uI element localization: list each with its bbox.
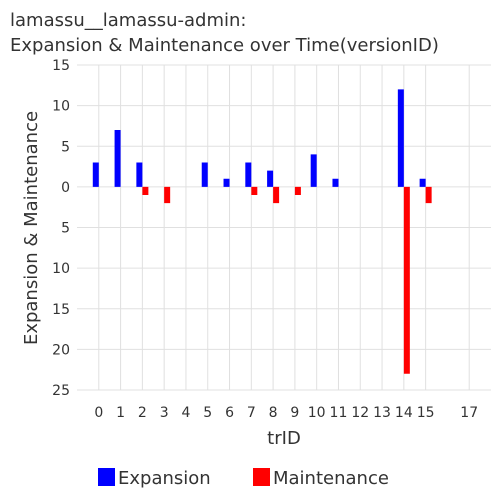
bars bbox=[92, 89, 432, 374]
x-tick-label: 6 bbox=[225, 405, 234, 421]
y-tick-label: 5 bbox=[61, 221, 70, 237]
chart-title: lamassu__lamassu-admin: Expansion & Main… bbox=[10, 8, 490, 58]
legend-label-expansion: Expansion bbox=[118, 468, 211, 489]
bar-expansion bbox=[223, 178, 230, 187]
x-tick-label: 17 bbox=[460, 405, 478, 421]
x-tick-label: 8 bbox=[269, 405, 278, 421]
x-tick-label: 4 bbox=[181, 405, 190, 421]
bar-maintenance bbox=[273, 186, 280, 204]
x-tick-label: 0 bbox=[94, 405, 103, 421]
bar-expansion bbox=[245, 162, 252, 187]
bar-expansion bbox=[92, 162, 99, 187]
bar-expansion bbox=[397, 89, 404, 187]
x-tick-label: 5 bbox=[203, 405, 212, 421]
bar-maintenance bbox=[425, 186, 432, 204]
bar-expansion bbox=[419, 178, 426, 187]
x-tick-label: 12 bbox=[351, 405, 369, 421]
x-tick-label: 3 bbox=[160, 405, 169, 421]
y-tick-label: 25 bbox=[52, 383, 70, 399]
x-tick-label: 11 bbox=[330, 405, 348, 421]
x-tick-label: 7 bbox=[247, 405, 256, 421]
x-tick-label: 9 bbox=[290, 405, 299, 421]
bar-expansion bbox=[267, 170, 274, 187]
y-tick-label: 15 bbox=[52, 58, 70, 74]
chart-title-line-2: Expansion & Maintenance over Time(versio… bbox=[10, 35, 439, 56]
bar-maintenance bbox=[403, 186, 410, 374]
x-axis-ticks: 0 1 2 3 4 5 6 7 8 9 10 11 12 13 14 15 17 bbox=[94, 405, 478, 421]
bar-maintenance bbox=[251, 186, 258, 195]
x-tick-label: 2 bbox=[138, 405, 147, 421]
x-tick-label: 14 bbox=[395, 405, 413, 421]
bar-maintenance bbox=[294, 186, 301, 195]
x-axis-title: trID bbox=[267, 428, 301, 449]
legend-label-maintenance: Maintenance bbox=[273, 468, 389, 489]
bar-maintenance bbox=[142, 186, 149, 195]
y-tick-label: 10 bbox=[52, 261, 70, 277]
bar-expansion bbox=[310, 154, 317, 187]
legend: Expansion Maintenance bbox=[98, 468, 389, 489]
x-tick-label: 1 bbox=[116, 405, 125, 421]
grid bbox=[77, 64, 491, 391]
bar-expansion bbox=[136, 162, 143, 187]
bar-expansion bbox=[201, 162, 208, 187]
legend-swatch-maintenance bbox=[253, 468, 270, 486]
x-tick-label: 13 bbox=[373, 405, 391, 421]
y-tick-label: 10 bbox=[52, 99, 70, 115]
bar-expansion bbox=[114, 130, 121, 187]
y-tick-label: 20 bbox=[52, 342, 70, 358]
chart-title-line-1: lamassu__lamassu-admin: bbox=[10, 10, 247, 31]
legend-swatch-expansion bbox=[98, 468, 115, 486]
x-tick-label: 15 bbox=[417, 405, 435, 421]
y-tick-label: 5 bbox=[61, 139, 70, 155]
x-tick-label: 10 bbox=[308, 405, 326, 421]
y-axis-ticks: 15 10 5 0 5 10 15 20 25 bbox=[52, 58, 70, 399]
bar-expansion bbox=[332, 178, 339, 187]
y-tick-label: 0 bbox=[61, 180, 70, 196]
y-axis-title: Expansion & Maintenance bbox=[21, 111, 42, 345]
bar-maintenance bbox=[164, 186, 171, 204]
y-tick-label: 15 bbox=[52, 302, 70, 318]
